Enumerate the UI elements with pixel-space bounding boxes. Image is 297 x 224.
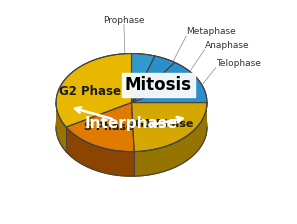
- Text: Prophase: Prophase: [103, 15, 145, 24]
- Text: S Phase: S Phase: [83, 122, 133, 132]
- Polygon shape: [66, 103, 134, 152]
- Text: G1 Phase: G1 Phase: [135, 119, 193, 129]
- Text: Interphase: Interphase: [85, 116, 178, 131]
- Ellipse shape: [56, 78, 207, 176]
- Polygon shape: [66, 127, 134, 176]
- Polygon shape: [132, 54, 155, 103]
- Polygon shape: [132, 103, 207, 152]
- Polygon shape: [132, 56, 175, 103]
- Text: Anaphase: Anaphase: [205, 41, 249, 50]
- Text: Metaphase: Metaphase: [186, 27, 236, 36]
- Polygon shape: [132, 62, 197, 103]
- Text: Mitosis: Mitosis: [125, 76, 192, 94]
- Text: G2 Phase: G2 Phase: [59, 85, 121, 98]
- Polygon shape: [56, 54, 132, 127]
- Text: Telophase: Telophase: [216, 59, 261, 68]
- Polygon shape: [132, 78, 207, 103]
- Polygon shape: [134, 103, 207, 176]
- Polygon shape: [56, 103, 66, 152]
